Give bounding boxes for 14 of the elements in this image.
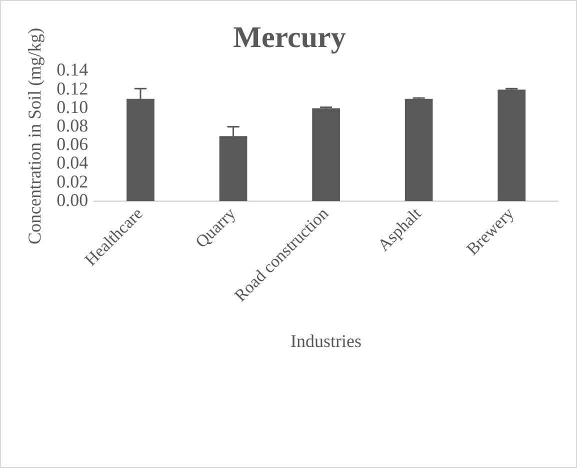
y-tick-label: 0.12 — [56, 78, 88, 98]
y-tick-label: 0.10 — [56, 96, 88, 117]
bar — [404, 98, 433, 202]
y-axis-title: Concentration in Soil (mg/kg) — [24, 28, 45, 244]
x-axis-title: Industries — [290, 330, 362, 351]
bar — [498, 90, 526, 202]
y-tick-label: 0.00 — [56, 190, 88, 210]
chart-title: Mercury — [233, 20, 346, 54]
y-tick-label: 0.08 — [56, 116, 88, 136]
y-tick-label: 0.14 — [56, 60, 88, 80]
y-tick-label: 0.02 — [56, 171, 88, 192]
bar — [312, 108, 340, 202]
y-tick-label: 0.04 — [56, 152, 88, 173]
y-tick-label: 0.06 — [56, 134, 88, 154]
